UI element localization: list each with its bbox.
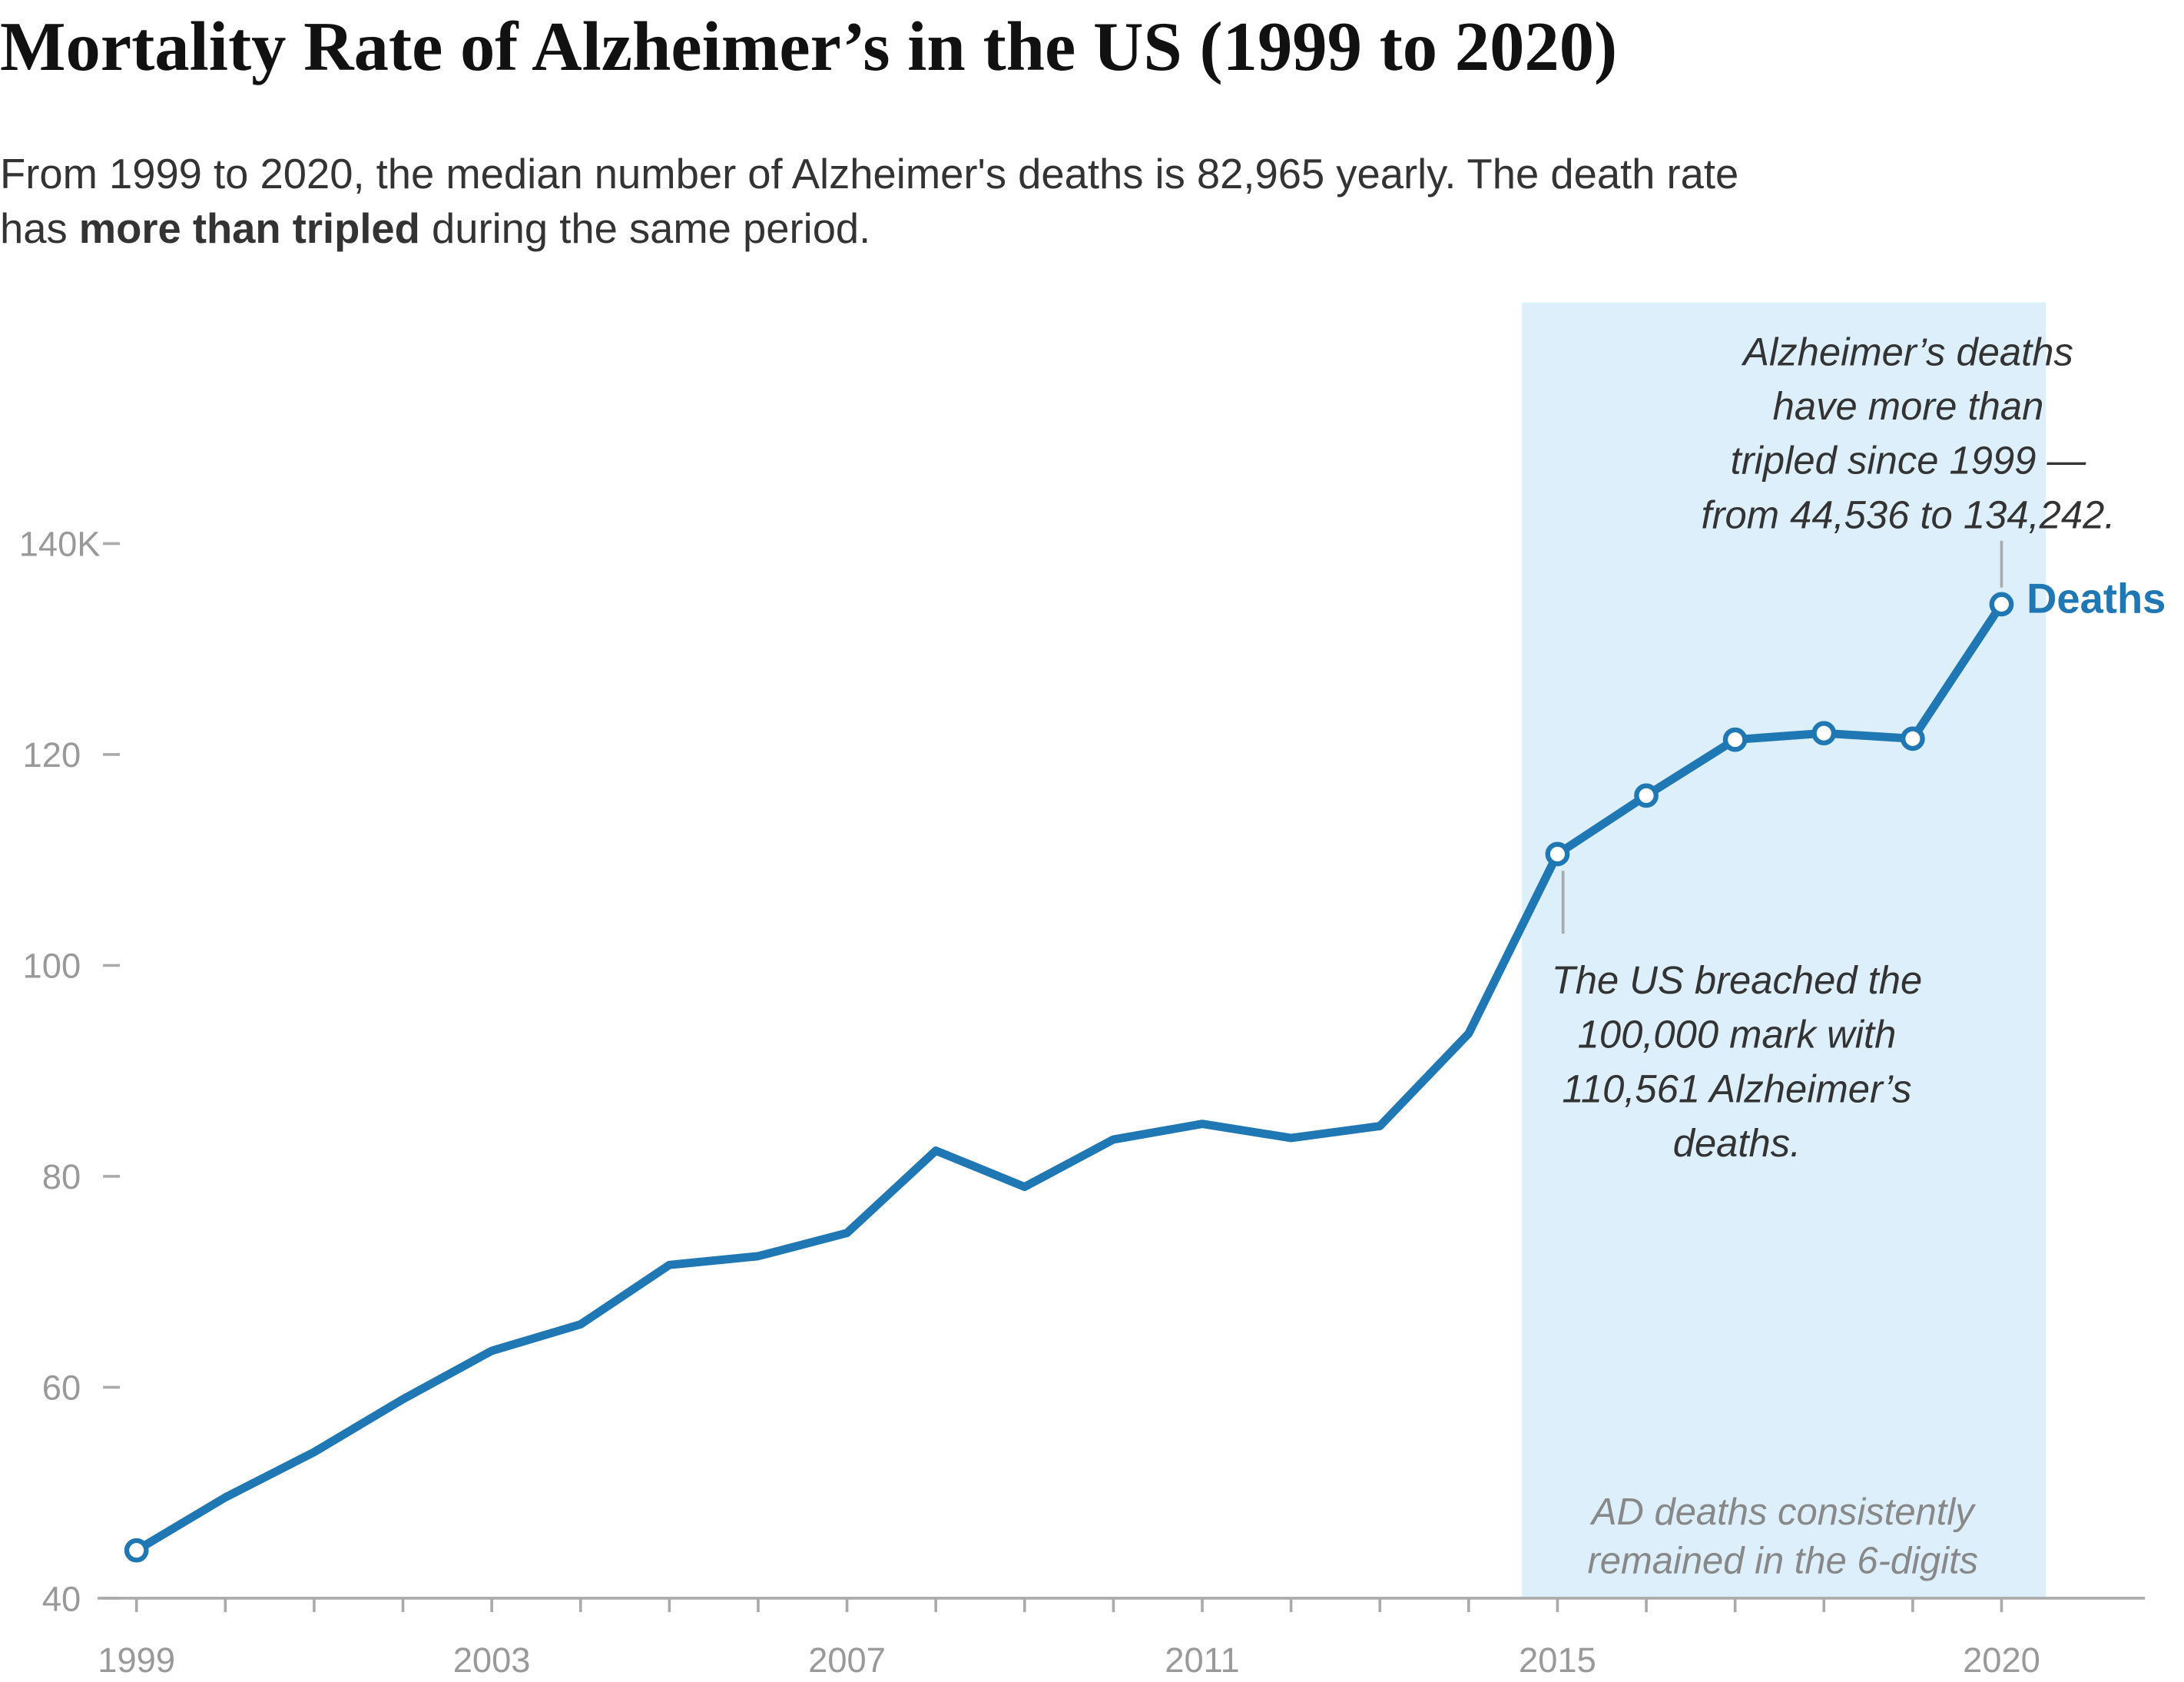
series-line-deaths <box>134 602 2006 1554</box>
y-tick-label: 60 <box>42 1368 81 1408</box>
data-point-1999 <box>124 1538 149 1563</box>
y-tick-label: 40 <box>42 1579 81 1618</box>
subtitle-line-1: From 1999 to 2020, the median number of … <box>0 151 1738 197</box>
data-point-2016 <box>1634 783 1659 808</box>
annotation-top-line: have more than <box>1773 384 2044 428</box>
annotation-mid-line: 110,561 Alzheimer’s <box>1562 1067 1911 1110</box>
x-tick-label: 2003 <box>453 1641 531 1680</box>
annotation-top-line: from 44,536 to 134,242. <box>1702 493 2116 536</box>
y-tick-label: 120 <box>23 735 81 775</box>
series-deaths: Deaths <box>124 575 2166 1563</box>
y-tick-label: 100 <box>23 947 81 986</box>
annotation-bottom-line: AD deaths consistently <box>1589 1491 1976 1533</box>
y-axis: 40 60 80 100 120 140K <box>19 525 120 1618</box>
data-point-2015 <box>1545 841 1570 867</box>
y-tick-label: 140K <box>19 525 101 564</box>
data-point-2020 <box>1989 592 2014 617</box>
annotation-top-line: tripled since 1999 — <box>1731 439 2087 483</box>
highlight-region <box>1522 302 2046 1598</box>
x-axis: 1999 2003 2007 2011 2015 2020 <box>97 1597 2146 1680</box>
annotation-top-line: Alzheimer’s deaths <box>1741 330 2073 373</box>
y-tick-label: 80 <box>42 1157 81 1196</box>
x-tick-label: 1999 <box>98 1641 175 1680</box>
annotation-mid-line: 100,000 mark with <box>1578 1013 1897 1057</box>
subtitle-line-2: has more than tripled during the same pe… <box>0 205 870 252</box>
annotation-mid-line: deaths. <box>1673 1121 1801 1165</box>
data-point-2018 <box>1811 721 1837 746</box>
x-tick-label: 2011 <box>1165 1641 1239 1680</box>
annotation-mid-line: The US breached the <box>1552 958 1922 1002</box>
series-label-deaths: Deaths <box>2027 575 2166 622</box>
chart-title: Mortality Rate of Alzheimer’s in the US … <box>0 8 1617 85</box>
x-tick-label: 2020 <box>1963 1641 2040 1680</box>
annotations: Alzheimer’s deaths have more than tripled … <box>1552 330 2116 1581</box>
data-point-2019 <box>1901 726 1925 751</box>
annotation-bottom-line: remained in the 6-digits <box>1587 1540 1978 1581</box>
x-tick-label: 2015 <box>1519 1641 1596 1680</box>
x-tick-label: 2007 <box>808 1641 886 1680</box>
data-point-2017 <box>1722 727 1748 752</box>
